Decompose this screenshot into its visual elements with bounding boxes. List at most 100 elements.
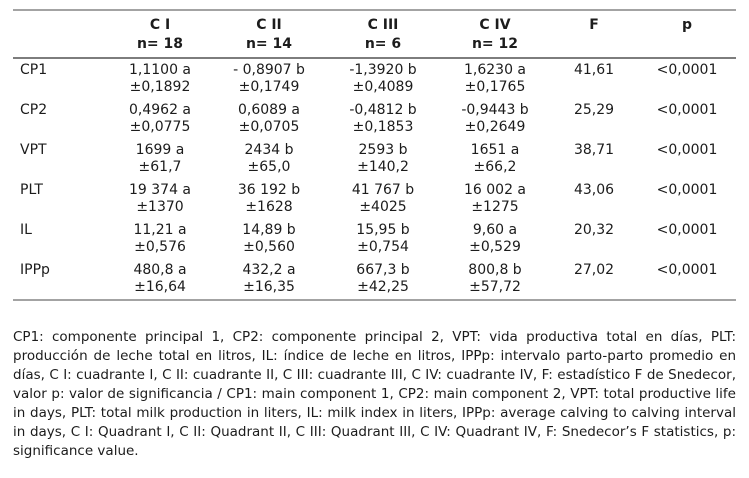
cell-mean: 14,89 b <box>242 222 296 238</box>
cell-p: <0,0001 <box>656 62 718 78</box>
cell-mean: -1,3920 b <box>349 62 417 78</box>
cell-p: <0,0001 <box>656 222 718 238</box>
cell-se: ±0,0705 <box>238 119 300 135</box>
cell-mean: 0,6089 a <box>237 102 300 118</box>
cell-se: ±0,2649 <box>464 119 526 135</box>
cell-mean: 9,60 a <box>472 222 518 238</box>
cell: 0,4962 a ±0,0775 <box>108 99 212 139</box>
cell-se: ±16,35 <box>243 279 295 295</box>
quadrant-label: C III <box>367 17 399 33</box>
cell: 36 192 b ±1628 <box>212 179 326 219</box>
cell: 1651 a ±66,2 <box>440 139 550 179</box>
cell-f: 25,29 <box>573 102 615 118</box>
cell: 667,3 b ±42,25 <box>326 259 440 300</box>
cell-mean: 1,1100 a <box>128 62 191 78</box>
sample-size: n= 14 <box>245 36 293 52</box>
cell: 41 767 b ±4025 <box>326 179 440 219</box>
cell-p: <0,0001 <box>656 262 718 278</box>
cell: 9,60 a ±0,529 <box>440 219 550 259</box>
cell-se: ±57,72 <box>469 279 521 295</box>
table-row: IPPp 480,8 a ±16,64 432,2 a ±16,35 667,3… <box>13 259 736 300</box>
cell-mean: 16 002 a <box>463 182 526 198</box>
cell-mean: 480,8 a <box>133 262 187 278</box>
cell-se: ±0,1765 <box>464 79 526 95</box>
cell-se: ±1628 <box>245 199 293 215</box>
row-label: IL <box>20 222 32 238</box>
cell-f: 27,02 <box>573 262 615 278</box>
cell: -0,9443 b ±0,2649 <box>440 99 550 139</box>
cell-se: ±0,0775 <box>129 119 191 135</box>
cell-se: ±42,25 <box>357 279 409 295</box>
row-label: IPPp <box>20 262 50 278</box>
cell-se: ±1370 <box>136 199 184 215</box>
cell: -1,3920 b ±0,4089 <box>326 58 440 99</box>
cell-mean: 36 192 b <box>237 182 301 198</box>
cell: -0,4812 b ±0,1853 <box>326 99 440 139</box>
cell-mean: 432,2 a <box>242 262 296 278</box>
sample-size: n= 18 <box>136 36 184 52</box>
footnote-text: CP1: componente principal 1, CP2: compon… <box>13 329 736 459</box>
cell: 1,1100 a ±0,1892 <box>108 58 212 99</box>
cell-mean: 15,95 b <box>356 222 410 238</box>
cell: 2434 b ±65,0 <box>212 139 326 179</box>
cell-se: ±0,4089 <box>352 79 414 95</box>
cell-se: ±0,1853 <box>352 119 414 135</box>
cell-mean: 1699 a <box>135 142 185 158</box>
table-row: CP2 0,4962 a ±0,0775 0,6089 a ±0,0705 -0… <box>13 99 736 139</box>
column-header-p: p <box>638 10 736 59</box>
cell-mean: 0,4962 a <box>128 102 191 118</box>
table-row: IL 11,21 a ±0,576 14,89 b ±0,560 15,95 b… <box>13 219 736 259</box>
quadrant-label: C II <box>256 17 282 33</box>
cell-se: ±0,1892 <box>129 79 191 95</box>
cell-mean: -0,9443 b <box>461 102 529 118</box>
sample-size: n= 12 <box>471 36 519 52</box>
cell: 800,8 b ±57,72 <box>440 259 550 300</box>
sample-size: n= 6 <box>364 36 402 52</box>
quadrant-label: C I <box>149 17 171 33</box>
cell-se: ±1275 <box>471 199 519 215</box>
cell-se: ±4025 <box>359 199 407 215</box>
cell-mean: 1651 a <box>470 142 520 158</box>
column-header-c3: C III n= 6 <box>326 10 440 59</box>
cell: 16 002 a ±1275 <box>440 179 550 219</box>
cell: - 0,8907 b ±0,1749 <box>212 58 326 99</box>
table-row: PLT 19 374 a ±1370 36 192 b ±1628 41 767… <box>13 179 736 219</box>
cell: 14,89 b ±0,560 <box>212 219 326 259</box>
table-row: CP1 1,1100 a ±0,1892 - 0,8907 b ±0,1749 … <box>13 58 736 99</box>
column-header-c2: C II n= 14 <box>212 10 326 59</box>
cell-f: 43,06 <box>573 182 615 198</box>
cell-mean: - 0,8907 b <box>233 62 305 78</box>
cell: 11,21 a ±0,576 <box>108 219 212 259</box>
table-row: VPT 1699 a ±61,7 2434 b ±65,0 2593 b ±14… <box>13 139 736 179</box>
cell: 0,6089 a ±0,0705 <box>212 99 326 139</box>
cell-se: ±65,0 <box>247 159 291 175</box>
cell-mean: 2434 b <box>244 142 294 158</box>
cell-se: ±61,7 <box>138 159 182 175</box>
cell: 2593 b ±140,2 <box>326 139 440 179</box>
cell-se: ±0,529 <box>469 239 521 255</box>
cell-mean: 41 767 b <box>351 182 415 198</box>
cell-mean: 19 374 a <box>128 182 191 198</box>
row-label: CP1 <box>20 62 48 78</box>
cell-mean: 11,21 a <box>133 222 187 238</box>
column-header-c1: C I n= 18 <box>108 10 212 59</box>
cell-f: 41,61 <box>573 62 615 78</box>
cell-mean: 2593 b <box>358 142 408 158</box>
corner-cell <box>13 10 108 59</box>
cell-p: <0,0001 <box>656 142 718 158</box>
cell-se: ±0,576 <box>134 239 186 255</box>
table-header: C I n= 18 C II n= 14 C III n= 6 C IV n= … <box>13 10 736 59</box>
cell-se: ±0,560 <box>243 239 295 255</box>
cell-se: ±66,2 <box>473 159 517 175</box>
cell-f: 38,71 <box>573 142 615 158</box>
cell: 15,95 b ±0,754 <box>326 219 440 259</box>
cell-mean: 1,6230 a <box>463 62 526 78</box>
column-header-c4: C IV n= 12 <box>440 10 550 59</box>
cell-p: <0,0001 <box>656 182 718 198</box>
quadrant-label: C IV <box>479 17 511 33</box>
cell-mean: -0,4812 b <box>349 102 417 118</box>
cell: 480,8 a ±16,64 <box>108 259 212 300</box>
row-label: VPT <box>20 142 47 158</box>
results-table: C I n= 18 C II n= 14 C III n= 6 C IV n= … <box>13 9 736 301</box>
header-row: C I n= 18 C II n= 14 C III n= 6 C IV n= … <box>13 10 736 59</box>
